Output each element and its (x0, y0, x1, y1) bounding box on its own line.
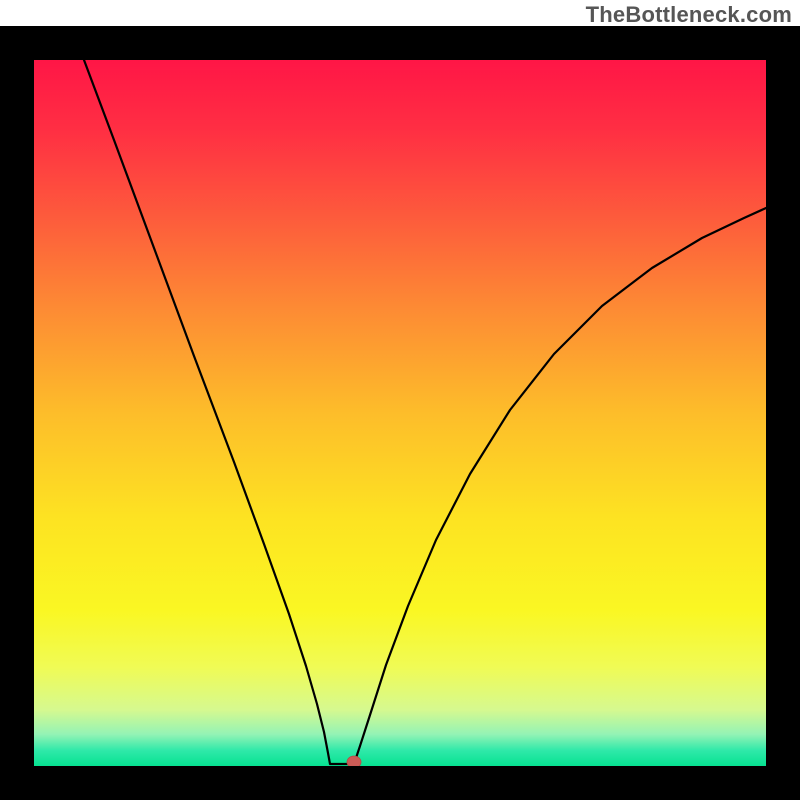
chart-svg (0, 0, 800, 800)
chart-container: { "watermark": { "text": "TheBottleneck.… (0, 0, 800, 800)
watermark-text: TheBottleneck.com (586, 2, 792, 28)
plot-background (34, 60, 766, 766)
